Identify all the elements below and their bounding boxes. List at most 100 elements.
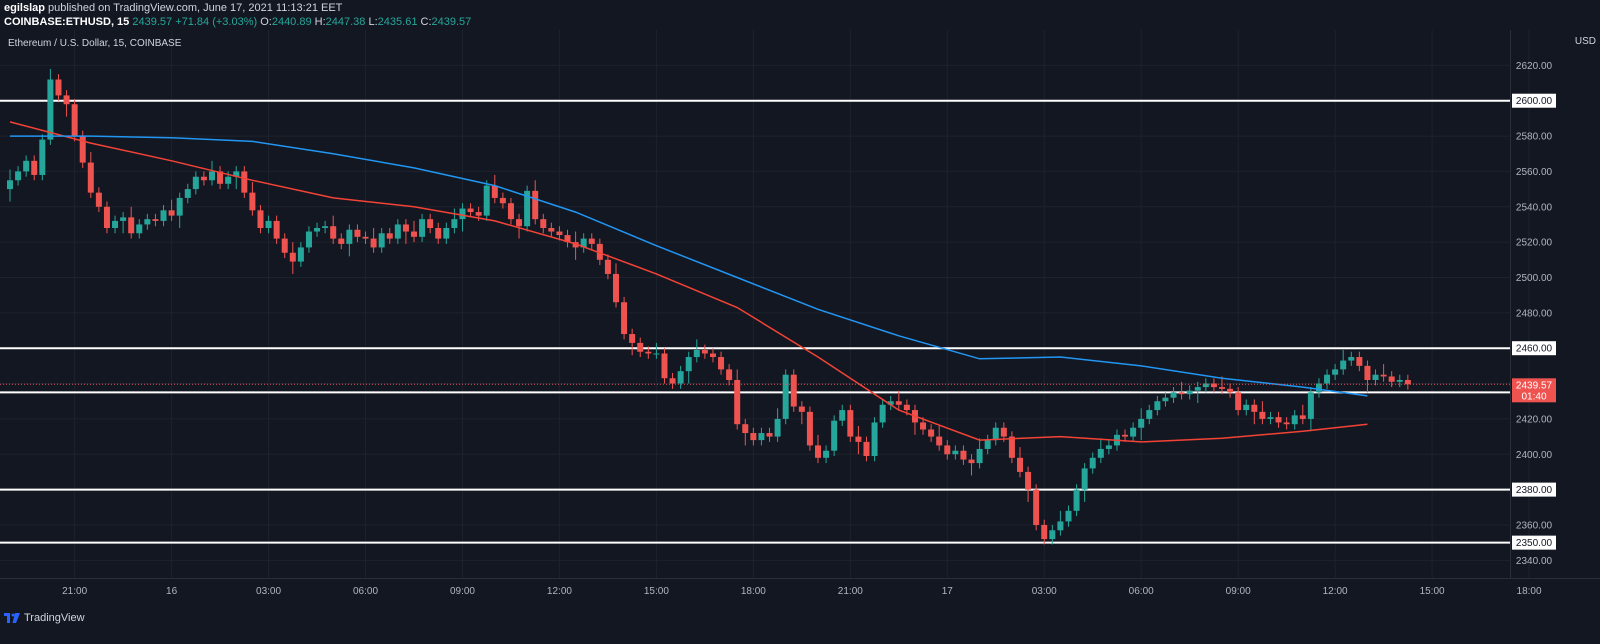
candle-body xyxy=(47,79,54,140)
candle-body xyxy=(305,231,312,248)
level-tag-bg xyxy=(1512,93,1556,108)
time-axis-border xyxy=(0,578,1600,579)
candle-body xyxy=(1057,521,1064,531)
candle-body xyxy=(564,235,571,243)
candle-body xyxy=(709,353,716,358)
candle-body xyxy=(87,162,94,193)
candle-body xyxy=(976,448,983,464)
candle-body xyxy=(402,224,409,232)
candle-body xyxy=(419,219,426,237)
candle-body xyxy=(354,229,361,237)
candle-body xyxy=(879,404,886,423)
candle-body xyxy=(1097,448,1104,458)
price-tick-label: 2480.00 xyxy=(1516,308,1553,319)
candle-body xyxy=(798,406,805,412)
candle-body xyxy=(112,220,119,228)
candle-body xyxy=(1105,445,1112,449)
candle-body xyxy=(701,349,708,354)
publish-info: published on TradingView.com, June 17, 2… xyxy=(48,2,343,14)
candle-body xyxy=(1332,369,1339,375)
last-price-tag: 2439.57 01:40 xyxy=(1512,378,1556,403)
candle-body xyxy=(225,176,232,184)
candle-body xyxy=(742,424,749,434)
candle-body xyxy=(944,445,951,455)
time-tick-label: 06:00 xyxy=(1129,586,1154,597)
candle-body xyxy=(839,410,846,421)
tradingview-logo[interactable]: TradingView xyxy=(4,612,85,624)
candle-body xyxy=(1186,390,1193,395)
time-tick-label: 15:00 xyxy=(1420,586,1445,597)
candle-body xyxy=(1307,392,1314,419)
publisher-name[interactable]: egilslap xyxy=(4,2,45,14)
candle-body xyxy=(1170,392,1177,398)
candle-body xyxy=(1049,530,1056,540)
moving-average-line xyxy=(10,135,1368,397)
candle-body xyxy=(936,436,943,446)
candle-body xyxy=(249,192,256,211)
candle-body xyxy=(831,420,838,451)
last-price-tag-value: 2439.57 xyxy=(1516,380,1553,391)
candle-body xyxy=(1356,357,1363,366)
candle-body xyxy=(629,334,636,343)
level-tag-value: 2460.00 xyxy=(1516,344,1553,355)
candle-body xyxy=(1146,410,1153,419)
candle-body xyxy=(524,190,531,227)
time-tick-label: 12:00 xyxy=(1323,586,1348,597)
candle-body xyxy=(71,104,78,137)
candle-body xyxy=(588,238,595,244)
candle-body xyxy=(1025,471,1032,490)
candle-body xyxy=(378,233,385,248)
candle-body xyxy=(346,229,353,244)
candle-body xyxy=(31,160,38,175)
candle-body xyxy=(1348,357,1355,361)
price-tick-label: 2360.00 xyxy=(1516,520,1553,531)
price-tick-label: 2540.00 xyxy=(1516,202,1553,213)
candle-body xyxy=(330,226,337,239)
candle-body xyxy=(362,236,369,239)
candle-body xyxy=(693,349,700,358)
candle-body xyxy=(863,441,870,457)
last-price-tag-bg xyxy=(1512,378,1556,403)
candle-body xyxy=(144,219,151,225)
candle-body xyxy=(887,401,894,405)
price-change: +71.84 (+3.03%) xyxy=(175,16,258,28)
candle-body xyxy=(23,160,30,172)
currency-label[interactable]: USD xyxy=(1575,36,1596,47)
candle-body xyxy=(1089,457,1096,469)
candle-body xyxy=(39,139,46,175)
candle-body xyxy=(103,206,110,228)
time-tick-label: 12:00 xyxy=(547,586,572,597)
candle-body xyxy=(645,351,652,354)
candle-body xyxy=(847,410,854,437)
candle-body xyxy=(572,242,579,248)
candle-body xyxy=(968,459,975,464)
close-value: 2439.57 xyxy=(431,16,472,28)
candle-body xyxy=(95,192,102,207)
price-tick-label: 2560.00 xyxy=(1516,167,1553,178)
candle-body xyxy=(467,208,474,213)
candle-body xyxy=(613,273,619,303)
candle-body xyxy=(200,176,207,181)
candle-body xyxy=(1154,401,1161,411)
candle-body xyxy=(920,422,927,430)
candle-body xyxy=(241,171,248,193)
candle-body xyxy=(1243,404,1250,411)
time-tick-label: 18:00 xyxy=(1517,586,1542,597)
candle-body xyxy=(1396,380,1403,382)
candle-body xyxy=(459,208,466,220)
candle-body xyxy=(338,238,345,244)
candle-body xyxy=(815,445,821,458)
candle-body xyxy=(516,219,523,227)
candle-body xyxy=(176,197,183,216)
candle-body xyxy=(540,219,547,228)
candle-body xyxy=(1227,388,1234,393)
candle-body xyxy=(55,79,62,96)
candle-body xyxy=(1299,415,1306,419)
candle-body xyxy=(750,433,757,441)
candle-body xyxy=(257,210,264,228)
price-tick-label: 2520.00 xyxy=(1516,238,1553,249)
candle-body xyxy=(734,380,741,425)
candle-body xyxy=(483,185,490,216)
time-axis[interactable]: 21:00 16 03:00 06:00 09:00 12:00 15:00 18:00 21:… xyxy=(62,586,1542,597)
